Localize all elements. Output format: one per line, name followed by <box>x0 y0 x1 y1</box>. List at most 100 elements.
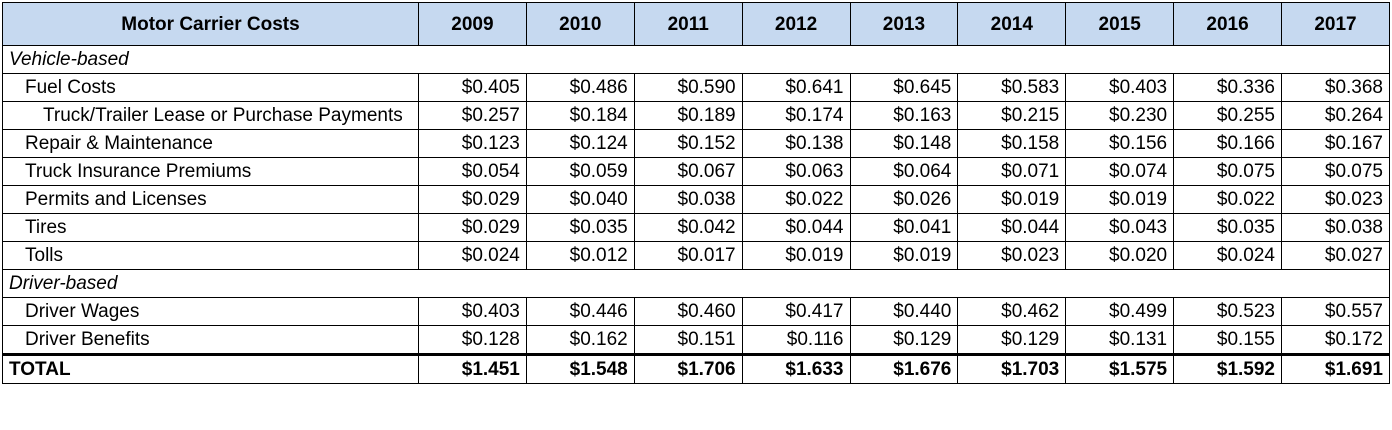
cell-value: $0.019 <box>741 241 851 270</box>
cell-value: $1.592 <box>1173 353 1282 384</box>
cell-value: $0.151 <box>633 325 743 355</box>
cell-value: $0.440 <box>849 297 959 326</box>
data-row: Driver Wages $0.403 $0.446 $0.460 $0.417 $0.4… <box>2 297 1390 326</box>
cell-value: $0.590 <box>633 73 743 102</box>
data-row: Repair & Maintenance $0.123 $0.124 $0.152 $0… <box>2 129 1390 158</box>
cell-value: $0.123 <box>418 129 527 158</box>
cell-value: $0.029 <box>418 185 527 214</box>
cell-value: $0.163 <box>849 101 959 130</box>
year-header: 2012 <box>741 2 851 46</box>
cell-value: $0.035 <box>1173 213 1282 242</box>
cell-value: $0.156 <box>1065 129 1175 158</box>
year-header: 2009 <box>418 2 527 46</box>
cell-value: $1.548 <box>525 353 635 384</box>
cell-value: $0.054 <box>418 157 527 186</box>
data-row: Permits and Licenses $0.029 $0.040 $0.038 $0… <box>2 185 1390 214</box>
cell-value: $0.264 <box>1281 101 1390 130</box>
data-row: Fuel Costs $0.405 $0.486 $0.590 $0.641 $0.645… <box>2 73 1390 102</box>
cell-value: $0.460 <box>633 297 743 326</box>
cell-value: $0.027 <box>1281 241 1390 270</box>
data-row: TOTAL $1.451 $1.548 $1.706 $1.633 $1.676 $1.70… <box>2 353 1390 384</box>
cell-value: $0.071 <box>957 157 1067 186</box>
year-header: 2017 <box>1281 2 1390 46</box>
row-label: Fuel Costs <box>2 73 419 102</box>
cell-value: $0.446 <box>525 297 635 326</box>
cell-value: $0.184 <box>525 101 635 130</box>
cell-value: $0.022 <box>1173 185 1282 214</box>
cell-value: $0.075 <box>1281 157 1390 186</box>
cell-value: $0.215 <box>957 101 1067 130</box>
year-header: 2010 <box>525 2 635 46</box>
cell-value: $0.059 <box>525 157 635 186</box>
row-label: Tolls <box>2 241 419 270</box>
cell-value: $0.024 <box>1173 241 1282 270</box>
cell-value: $0.641 <box>741 73 851 102</box>
year-header: 2011 <box>633 2 743 46</box>
section-row: Driver-based <box>2 269 1390 298</box>
cell-value: $1.676 <box>849 353 959 384</box>
cell-value: $0.023 <box>957 241 1067 270</box>
cell-value: $0.038 <box>633 185 743 214</box>
cell-value: $0.462 <box>957 297 1067 326</box>
cell-value: $0.074 <box>1065 157 1175 186</box>
cell-value: $0.403 <box>1065 73 1175 102</box>
cell-value: $0.129 <box>849 325 959 355</box>
cost-table: Motor Carrier Costs 2009 2010 2011 2012 2013… <box>2 2 1390 384</box>
section-row: Vehicle-based <box>2 45 1390 74</box>
cell-value: $0.043 <box>1065 213 1175 242</box>
cell-value: $0.012 <box>525 241 635 270</box>
row-label: Tires <box>2 213 419 242</box>
row-label: Truck/Trailer Lease or Purchase Payments <box>2 101 419 130</box>
cell-value: $0.067 <box>633 157 743 186</box>
cell-value: $0.174 <box>741 101 851 130</box>
header-row: Motor Carrier Costs 2009 2010 2011 2012 2013… <box>2 2 1390 46</box>
cell-value: $0.257 <box>418 101 527 130</box>
cell-value: $0.041 <box>849 213 959 242</box>
cell-value: $0.035 <box>525 213 635 242</box>
cell-value: $0.583 <box>957 73 1067 102</box>
year-header: 2013 <box>849 2 959 46</box>
data-row: Truck/Trailer Lease or Purchase Payments… <box>2 101 1390 130</box>
cell-value: $0.019 <box>957 185 1067 214</box>
cell-value: $0.019 <box>1065 185 1175 214</box>
row-label: Driver Wages <box>2 297 419 326</box>
section-title: Driver-based <box>2 269 1390 298</box>
data-row: Tolls $0.024 $0.012 $0.017 $0.019 $0.019 $0.02… <box>2 241 1390 270</box>
cell-value: $0.026 <box>849 185 959 214</box>
cell-value: $0.064 <box>849 157 959 186</box>
cell-value: $0.017 <box>633 241 743 270</box>
cell-value: $0.368 <box>1281 73 1390 102</box>
cell-value: $0.038 <box>1281 213 1390 242</box>
cell-value: $0.158 <box>957 129 1067 158</box>
cell-value: $0.403 <box>418 297 527 326</box>
cell-value: $1.451 <box>418 353 527 384</box>
data-row: Tires $0.029 $0.035 $0.042 $0.044 $0.041 $0.04… <box>2 213 1390 242</box>
cell-value: $1.633 <box>741 353 851 384</box>
cell-value: $0.131 <box>1065 325 1175 355</box>
cell-value: $1.706 <box>633 353 743 384</box>
cell-value: $0.405 <box>418 73 527 102</box>
cell-value: $0.523 <box>1173 297 1282 326</box>
row-label: Driver Benefits <box>2 325 419 355</box>
cell-value: $0.044 <box>957 213 1067 242</box>
cell-value: $0.230 <box>1065 101 1175 130</box>
row-label: Permits and Licenses <box>2 185 419 214</box>
cell-value: $0.024 <box>418 241 527 270</box>
year-header: 2015 <box>1065 2 1175 46</box>
cell-value: $0.166 <box>1173 129 1282 158</box>
cell-value: $0.417 <box>741 297 851 326</box>
cell-value: $0.029 <box>418 213 527 242</box>
cell-value: $0.557 <box>1281 297 1390 326</box>
row-label: Repair & Maintenance <box>2 129 419 158</box>
data-row: Driver Benefits $0.128 $0.162 $0.151 $0.116 $… <box>2 325 1390 355</box>
cell-value: $0.162 <box>525 325 635 355</box>
cell-value: $0.138 <box>741 129 851 158</box>
year-header: 2016 <box>1173 2 1282 46</box>
section-title: Vehicle-based <box>2 45 1390 74</box>
cell-value: $0.019 <box>849 241 959 270</box>
cell-value: $0.124 <box>525 129 635 158</box>
cell-value: $0.172 <box>1281 325 1390 355</box>
cell-value: $0.148 <box>849 129 959 158</box>
cell-value: $0.336 <box>1173 73 1282 102</box>
cell-value: $0.022 <box>741 185 851 214</box>
